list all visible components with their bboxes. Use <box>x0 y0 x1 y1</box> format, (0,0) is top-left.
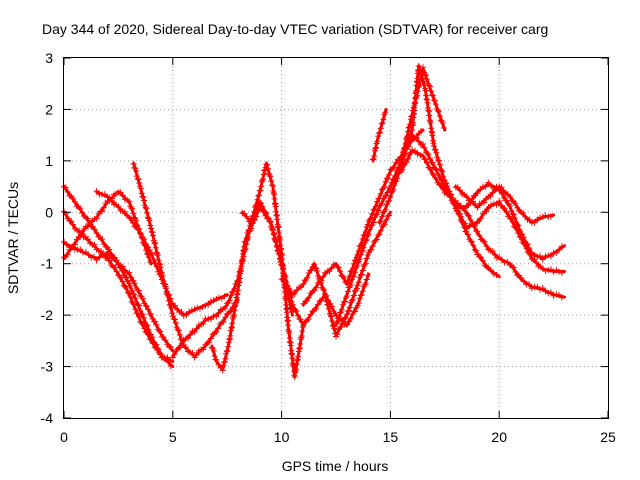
y-axis-label: SDTVAR / TECUs <box>5 182 21 294</box>
series-track-18 <box>452 183 556 226</box>
x-tick-label: 15 <box>383 429 399 445</box>
y-tick-label: 1 <box>45 153 53 169</box>
series-markers <box>398 146 565 301</box>
y-tick-label: 3 <box>45 50 53 66</box>
series-track-5 <box>93 188 229 319</box>
x-tick-label: 25 <box>600 429 616 445</box>
series-track-9 <box>239 199 371 329</box>
series-track-6 <box>130 160 240 361</box>
series-markers <box>61 183 174 369</box>
series-track-8 <box>209 161 306 380</box>
series-track-10 <box>278 210 392 340</box>
series-line <box>95 190 229 317</box>
y-tick-label: -1 <box>41 256 54 272</box>
series-track-2 <box>61 208 175 364</box>
chart-title: Day 344 of 2020, Sidereal Day-to-day VTE… <box>42 21 548 37</box>
series-markers <box>93 188 228 319</box>
series-track-7 <box>169 205 295 361</box>
x-tick-label: 0 <box>60 429 68 445</box>
y-tick-label: 2 <box>45 101 53 117</box>
data-layer <box>61 63 566 380</box>
plot-border <box>63 57 609 419</box>
series-markers <box>370 109 389 163</box>
series-track-1 <box>61 183 175 369</box>
series-markers <box>278 212 392 340</box>
x-axis-label: GPS time / hours <box>282 458 389 474</box>
series-line <box>399 149 566 299</box>
x-tick-label: 5 <box>169 429 177 445</box>
series-markers <box>239 199 371 329</box>
y-tick-label: 0 <box>45 204 53 220</box>
y-tick-label: -2 <box>41 307 54 323</box>
series-markers <box>452 183 554 226</box>
y-tick-label: -4 <box>41 410 54 426</box>
series-track-13 <box>370 107 389 163</box>
series-track-3 <box>61 238 175 353</box>
series-track-17 <box>441 179 566 276</box>
y-tick-label: -3 <box>41 359 54 375</box>
series-markers <box>209 161 306 380</box>
series-track-15 <box>398 146 566 301</box>
series-markers <box>441 179 565 276</box>
x-tick-label: 20 <box>491 429 507 445</box>
x-tick-label: 10 <box>274 429 290 445</box>
